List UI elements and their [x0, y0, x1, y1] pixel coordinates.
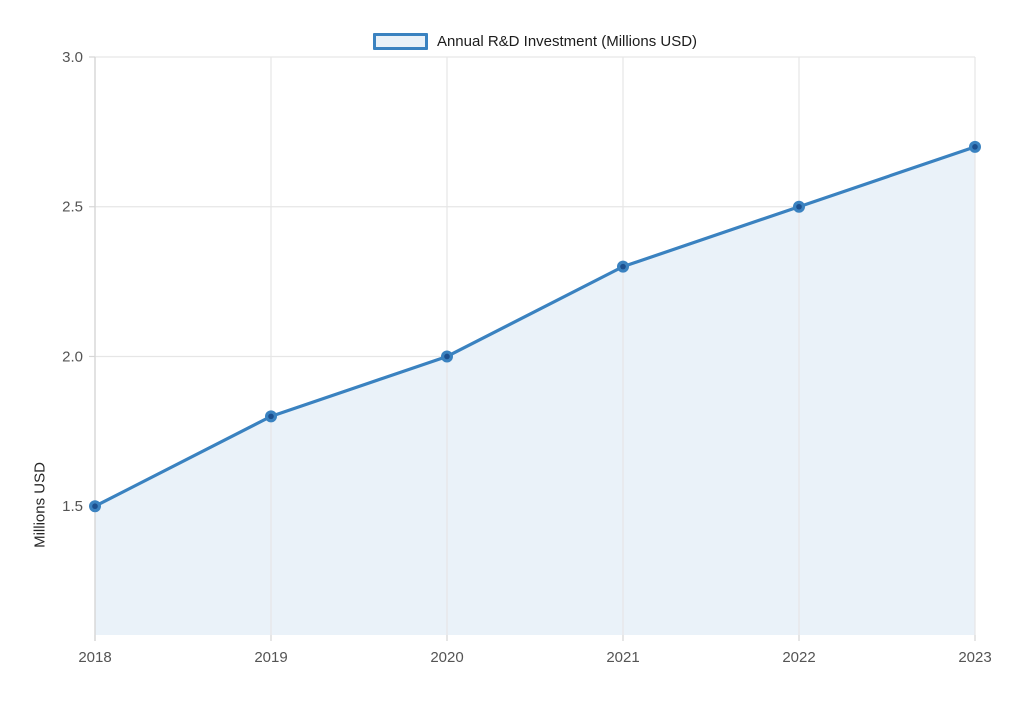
data-point-marker-core [796, 203, 802, 210]
y-tick-label: 1.5 [62, 498, 83, 515]
data-point-marker-core [444, 353, 450, 360]
data-point-marker-core [92, 503, 98, 510]
chart-legend[interactable]: Annual R&D Investment (Millions USD) [95, 30, 975, 52]
series-area-fill [95, 146, 975, 636]
y-tick-label: 2.0 [62, 348, 83, 365]
x-tick-label: 2021 [606, 649, 639, 666]
data-point-marker-core [620, 263, 626, 270]
x-tick-label: 2023 [958, 649, 991, 666]
x-tick-label: 2020 [430, 649, 463, 666]
x-tick-label: 2022 [782, 649, 815, 666]
series-line [93, 145, 977, 508]
y-axis-title: Millions USD [31, 462, 49, 548]
legend-swatch-icon [372, 32, 428, 50]
x-tick-label: 2018 [78, 649, 111, 666]
y-tick-label: 2.5 [62, 199, 83, 216]
legend-label: Annual R&D Investment (Millions USD) [436, 32, 698, 50]
y-tick-label: 3.0 [62, 49, 83, 66]
data-point-marker-core [972, 144, 978, 150]
x-tick-label: 2019 [254, 649, 287, 666]
data-point-marker-core [268, 413, 274, 420]
